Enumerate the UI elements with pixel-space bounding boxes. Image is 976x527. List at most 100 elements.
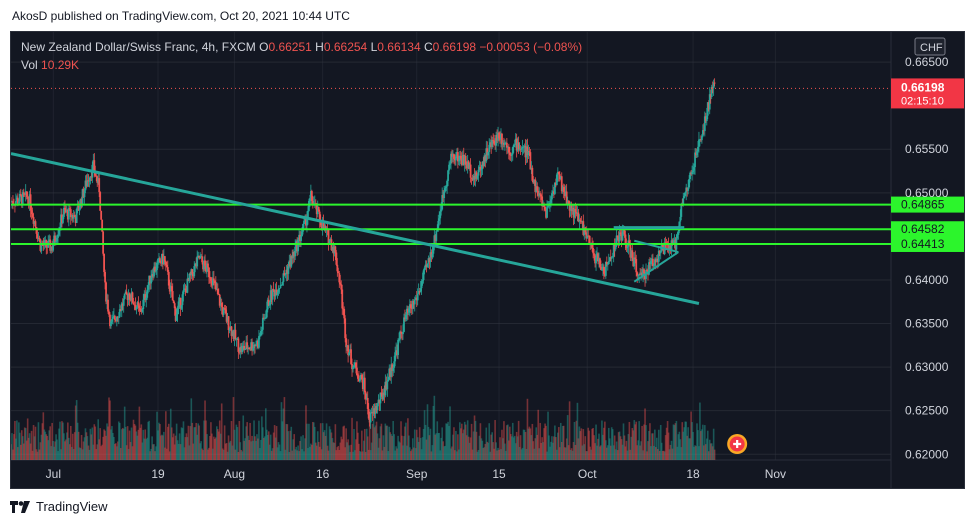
chart-panel[interactable]: 0.64865 0.64582 0.64413 0.66198 02:15:10 0.66… bbox=[10, 31, 965, 489]
volume-value: 10.29K bbox=[41, 58, 79, 72]
candle-body bbox=[112, 315, 115, 318]
volume-bar bbox=[632, 430, 635, 460]
candle-body bbox=[373, 408, 376, 414]
volume-bar bbox=[282, 408, 285, 460]
candle-body bbox=[256, 340, 258, 346]
volume-bar bbox=[69, 425, 72, 460]
candle-body bbox=[594, 255, 596, 264]
candle-body bbox=[101, 219, 104, 232]
candle-body bbox=[424, 264, 427, 268]
volume-bar bbox=[636, 445, 639, 460]
candle-body bbox=[38, 237, 41, 240]
volume-bar bbox=[328, 426, 331, 460]
volume-bar bbox=[101, 444, 103, 460]
candle-body bbox=[447, 170, 449, 181]
volume-bar bbox=[705, 438, 708, 460]
candle-body bbox=[293, 251, 296, 257]
candle-body bbox=[710, 86, 713, 97]
volume-bar bbox=[238, 420, 241, 460]
volume-bar bbox=[453, 427, 455, 460]
candle-body bbox=[564, 191, 567, 197]
candle-body bbox=[108, 311, 110, 315]
volume-bar bbox=[124, 426, 127, 460]
volume-bar bbox=[530, 435, 533, 460]
volume-bar bbox=[711, 446, 714, 460]
volume-bar bbox=[104, 430, 106, 460]
candle-body bbox=[134, 305, 137, 310]
candle-body bbox=[308, 200, 310, 211]
candle-body bbox=[471, 178, 474, 181]
volume-bar bbox=[221, 448, 224, 460]
volume-bar bbox=[269, 434, 272, 460]
volume-bar bbox=[501, 429, 503, 460]
candle-body bbox=[232, 331, 235, 339]
volume-bar bbox=[220, 403, 223, 460]
volume-bar bbox=[390, 434, 393, 460]
volume-bar bbox=[512, 437, 515, 460]
volume-bar bbox=[580, 428, 583, 460]
volume-bar bbox=[611, 429, 614, 460]
volume-bar bbox=[39, 442, 42, 460]
candle-body bbox=[129, 299, 132, 301]
volume-bar bbox=[659, 424, 662, 460]
volume-bar bbox=[702, 424, 704, 460]
candle-body bbox=[499, 138, 501, 140]
volume-bar bbox=[640, 441, 642, 460]
volume-bar bbox=[157, 430, 159, 460]
candle-body bbox=[442, 195, 445, 199]
candle-body bbox=[440, 209, 443, 212]
candle-body bbox=[672, 240, 675, 244]
volume-bar bbox=[44, 431, 47, 460]
volume-bar bbox=[114, 443, 116, 460]
volume-bar bbox=[362, 440, 365, 460]
volume-bar bbox=[130, 427, 133, 460]
volume-bar bbox=[401, 435, 403, 460]
volume-bar bbox=[135, 431, 138, 460]
candle-body bbox=[28, 194, 31, 205]
candle-body bbox=[75, 208, 78, 223]
candle-body bbox=[571, 207, 574, 212]
candle-body bbox=[422, 270, 425, 280]
triangle-upper-edge bbox=[634, 239, 679, 254]
candle-body bbox=[470, 177, 473, 179]
candle-body bbox=[117, 316, 120, 318]
volume-bar bbox=[235, 424, 238, 460]
candle-body bbox=[264, 317, 267, 319]
candle-body bbox=[230, 326, 233, 336]
volume-bar bbox=[470, 423, 473, 460]
candle-body bbox=[697, 146, 699, 152]
volume-bar bbox=[324, 435, 327, 460]
volume-bar bbox=[629, 449, 632, 460]
volume-bar bbox=[391, 435, 394, 460]
candle-body bbox=[298, 234, 301, 240]
ohlc-label-l: L bbox=[371, 40, 378, 54]
volume-bar bbox=[663, 451, 666, 460]
candle-body bbox=[159, 258, 161, 263]
candle-body bbox=[18, 193, 21, 202]
volume-bar bbox=[27, 437, 30, 460]
volume-bar bbox=[689, 438, 691, 460]
volume-bar bbox=[478, 435, 481, 460]
candle-body bbox=[632, 257, 635, 267]
volume-bar bbox=[387, 451, 390, 460]
candle-body bbox=[271, 289, 274, 300]
volume-bar bbox=[176, 440, 179, 460]
volume-bar bbox=[242, 415, 245, 460]
candle-body bbox=[42, 245, 45, 246]
candle-body bbox=[396, 350, 399, 356]
candle-body bbox=[111, 319, 113, 322]
volume-bar bbox=[650, 446, 652, 460]
volume-bar bbox=[254, 436, 256, 460]
volume-bar bbox=[597, 438, 599, 460]
candle-body bbox=[572, 207, 575, 218]
price-chart[interactable]: 0.648650.645820.644130.6619802:15:100.66… bbox=[11, 32, 965, 489]
candle-body bbox=[444, 188, 447, 192]
volume-bar bbox=[158, 422, 160, 460]
candle-body bbox=[355, 362, 357, 368]
volume-bar bbox=[488, 423, 491, 460]
candle-body bbox=[359, 374, 362, 379]
candle-body bbox=[125, 291, 128, 295]
volume-bar bbox=[671, 448, 674, 460]
candle-body bbox=[535, 186, 538, 192]
candle-body bbox=[321, 221, 324, 230]
